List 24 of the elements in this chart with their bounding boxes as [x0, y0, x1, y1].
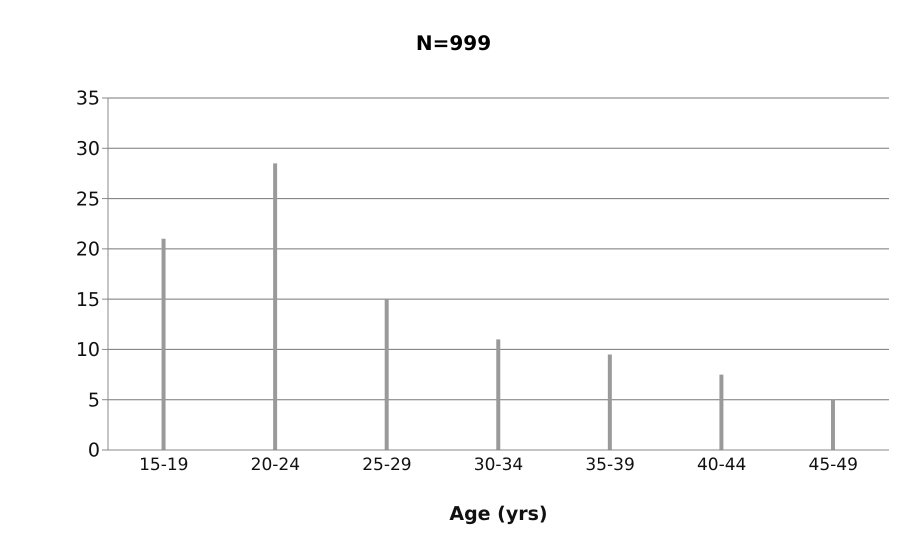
bar: [830, 400, 835, 450]
y-tick-label: 0: [88, 440, 100, 462]
x-axis-title: Age (yrs): [449, 503, 548, 525]
bar: [608, 354, 612, 450]
x-tick-label: 30-34: [474, 455, 524, 476]
y-tick-label: 20: [76, 238, 100, 261]
x-tick-label: 15-19: [139, 455, 188, 476]
bar: [162, 238, 166, 450]
y-tick-label: 15: [76, 288, 100, 311]
y-tick-label: 10: [76, 339, 100, 362]
y-tick-label: 5: [88, 389, 100, 412]
bar: [384, 299, 389, 450]
y-tick-label: 30: [76, 138, 100, 160]
x-tick-label: 20-24: [250, 455, 300, 476]
y-tick-label: 35: [76, 88, 100, 110]
x-tick-label: 35-39: [585, 455, 635, 476]
y-tick-label: 25: [76, 188, 100, 210]
bar: [273, 163, 278, 450]
chart-title: N=999: [414, 30, 492, 57]
x-tick-label: 40-44: [696, 455, 746, 476]
x-tick-label: 25-29: [362, 455, 412, 476]
x-tick-label: 45-49: [808, 455, 858, 476]
bar: [496, 339, 500, 450]
bar: [719, 374, 724, 450]
